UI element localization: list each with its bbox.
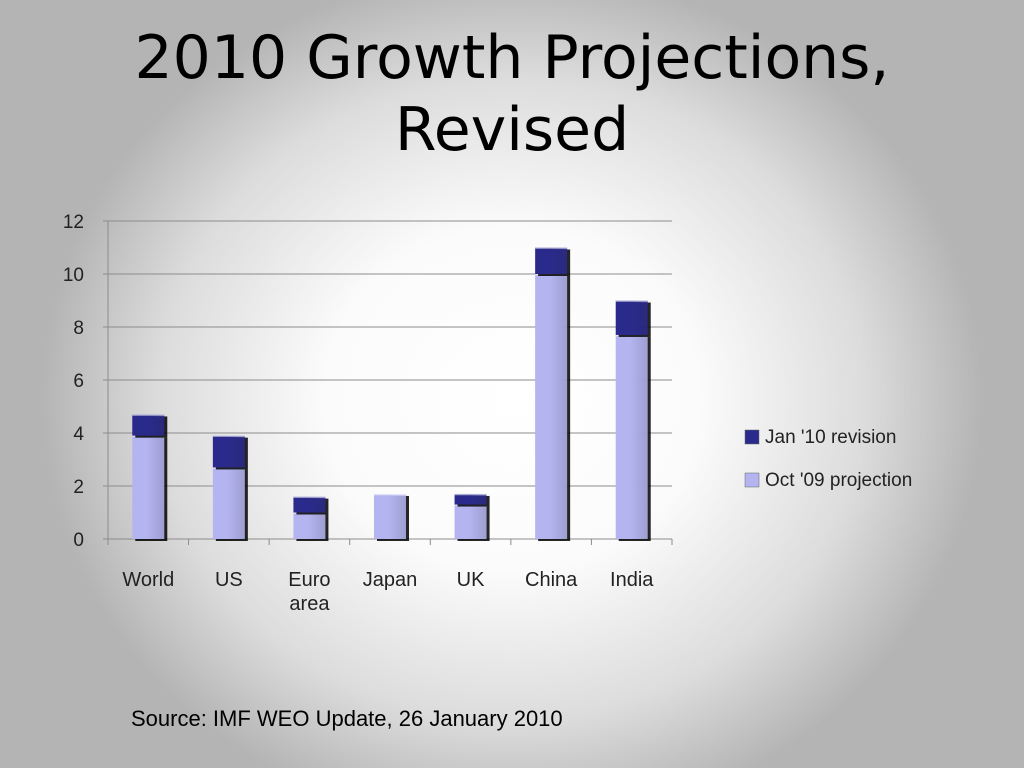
legend-label: Oct '09 projection	[765, 470, 912, 491]
legend-swatch	[744, 472, 760, 488]
bar-segment	[374, 493, 406, 539]
x-category-label: Euro area	[288, 569, 330, 615]
y-tick-label: 2	[73, 477, 84, 498]
x-category-label: UK	[457, 569, 485, 591]
y-tick-label: 8	[73, 318, 84, 339]
bar-segment	[535, 274, 568, 539]
source-note: Source: IMF WEO Update, 26 January 2010	[131, 706, 563, 731]
chart-legend: Jan '10 revision Oct '09 projection	[744, 427, 912, 491]
x-category-label: US	[215, 569, 243, 591]
growth-projections-chart: 0 2 4 6 8 10 12 World US Euro area Japan UK China Ind…	[63, 212, 912, 615]
y-tick-label: 12	[63, 212, 84, 233]
chart-bars	[132, 247, 651, 541]
bar-segment	[293, 496, 326, 513]
bar-segment	[454, 493, 487, 505]
y-tick-label: 10	[63, 265, 84, 286]
x-category-label: Japan	[363, 569, 418, 591]
bar-segment	[454, 504, 487, 539]
bar-segment	[132, 414, 165, 436]
bar-segment	[615, 300, 648, 335]
y-axis-tick-labels: 0 2 4 6 8 10 12	[63, 212, 85, 551]
x-category-label: India	[610, 569, 654, 591]
bar-segment	[293, 512, 326, 539]
y-tick-label: 4	[73, 424, 84, 445]
bar-segment	[132, 435, 165, 539]
bar-segment	[535, 247, 568, 274]
slide-title-line-2: Revised	[394, 95, 630, 165]
x-axis-category-labels: World US Euro area Japan UK China India	[122, 569, 654, 615]
x-category-label: China	[525, 569, 578, 591]
y-tick-label: 6	[73, 371, 84, 392]
bar-segment	[212, 435, 245, 468]
legend-swatch	[744, 429, 760, 445]
x-category-label: World	[122, 569, 174, 591]
legend-label: Jan '10 revision	[765, 427, 896, 448]
bar-segment	[615, 334, 648, 539]
chart-gridlines	[108, 220, 672, 487]
slide-title-line-1: 2010 Growth Projections,	[134, 23, 890, 93]
slide-title: 2010 Growth Projections, Revised	[0, 22, 1024, 166]
y-tick-label: 0	[73, 530, 84, 551]
bar-segment	[212, 467, 245, 539]
